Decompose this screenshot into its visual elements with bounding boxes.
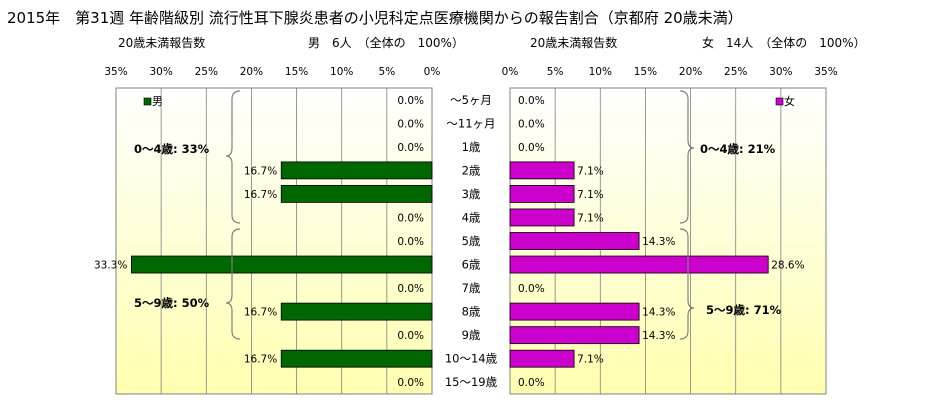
male-value-label: 0.0% — [397, 330, 424, 342]
male-value-label: 0.0% — [397, 118, 424, 130]
male-value-labels: 0.0% 0.0% 0.0% 16.7% 16.7% 0.0% 0.0% 33.3% 0.0% 1… — [94, 95, 424, 389]
female-value-label: 7.1% — [577, 354, 604, 366]
male-group-label-5-9: 5～9歳: 50% — [134, 296, 210, 310]
female-legend-swatch — [775, 97, 784, 106]
left-header-summary: 男 6人 （全体の 100%） — [308, 35, 464, 50]
male-tick-label: 20% — [240, 66, 263, 78]
male-bar — [280, 161, 433, 180]
male-bars — [130, 161, 433, 368]
female-bar — [509, 208, 575, 227]
age-category-labels: ～5ヶ月 ～11ヶ月 1歳 2歳 3歳 4歳 5歳 6歳 7歳 8歳 9歳 10～14歳 15～19歳 — [445, 93, 498, 389]
female-bars — [509, 161, 769, 368]
male-bar — [280, 349, 433, 368]
male-tick-label: 25% — [195, 66, 218, 78]
male-value-label: 0.0% — [397, 283, 424, 295]
male-plot-area — [115, 87, 433, 395]
female-bar — [509, 255, 769, 274]
female-group-label-0-4: 0～4歳: 21% — [700, 142, 776, 156]
female-value-label: 7.1% — [577, 212, 604, 224]
male-tick-label: 5% — [379, 66, 396, 78]
male-value-label: 0.0% — [397, 95, 424, 107]
category-label: 4歳 — [462, 210, 481, 224]
female-group-label-5-9: 5～9歳: 71% — [706, 303, 782, 317]
female-tick-label: 25% — [724, 66, 747, 78]
male-group-braces — [225, 90, 241, 340]
male-legend-label: 男 — [152, 95, 163, 108]
category-label: 1歳 — [462, 140, 481, 154]
male-axis-ticks: 35% 30% 25% 20% 15% 10% 5% 0% — [104, 66, 440, 78]
female-tick-label: 5% — [547, 66, 564, 78]
category-label: 2歳 — [462, 163, 481, 177]
female-bar — [509, 349, 575, 368]
female-value-label: 14.3% — [642, 330, 675, 342]
male-tick-label: 15% — [285, 66, 308, 78]
male-tick-label: 0% — [424, 66, 441, 78]
female-bar — [509, 326, 640, 345]
category-label: 7歳 — [462, 281, 481, 295]
male-tick-label: 10% — [330, 66, 353, 78]
male-tick-label: 30% — [149, 66, 172, 78]
category-label: 8歳 — [462, 305, 481, 319]
category-label: 10～14歳 — [445, 352, 498, 366]
male-value-label: 0.0% — [397, 212, 424, 224]
category-label: 15～19歳 — [445, 375, 498, 389]
female-bar — [509, 302, 640, 321]
male-value-label: 16.7% — [244, 165, 277, 177]
male-bar — [130, 255, 433, 274]
female-value-label: 28.6% — [771, 260, 804, 272]
female-tick-label: 30% — [769, 66, 792, 78]
male-legend-swatch — [143, 97, 152, 106]
female-tick-label: 0% — [502, 66, 519, 78]
male-value-label: 16.7% — [244, 189, 277, 201]
female-value-label: 0.0% — [518, 142, 545, 154]
female-value-labels: 0.0% 0.0% 0.0% 7.1% 7.1% 7.1% 14.3% 28.6% 0.0% 14… — [518, 95, 805, 389]
female-value-label: 0.0% — [518, 377, 545, 389]
female-tick-label: 35% — [814, 66, 837, 78]
female-tick-label: 20% — [679, 66, 702, 78]
female-tick-label: 10% — [589, 66, 612, 78]
female-legend-label: 女 — [784, 94, 795, 108]
female-group-braces — [679, 90, 695, 340]
right-header-label: 20歳未満報告数 — [530, 35, 617, 50]
male-value-label: 0.0% — [397, 142, 424, 154]
male-group-label-0-4: 0～4歳: 33% — [134, 142, 210, 156]
male-bar — [280, 185, 433, 203]
male-value-label: 16.7% — [244, 354, 277, 366]
chart-title: 2015年 第31週 年齢階級別 流行性耳下腺炎患者の小児科定点医療機関からの報… — [7, 9, 743, 27]
female-value-label: 0.0% — [518, 118, 545, 130]
category-label: 6歳 — [462, 258, 481, 272]
right-header-summary: 女 14人 （全体の 100%） — [702, 35, 866, 50]
category-label: ～11ヶ月 — [446, 116, 495, 130]
category-label: 5歳 — [462, 234, 481, 248]
female-value-label: 0.0% — [518, 283, 545, 295]
female-brace-0-4 — [679, 90, 695, 224]
category-label: 9歳 — [462, 328, 481, 342]
category-label: 3歳 — [462, 187, 481, 201]
male-brace-0-4 — [225, 90, 241, 224]
female-value-label: 14.3% — [642, 236, 675, 248]
male-tick-label: 35% — [104, 66, 127, 78]
female-bar — [509, 161, 575, 180]
female-bar — [509, 232, 640, 250]
male-brace-5-9 — [225, 228, 241, 340]
female-value-label: 7.1% — [577, 165, 604, 177]
female-brace-5-9 — [679, 228, 695, 340]
female-axis-ticks: 0% 5% 10% 15% 20% 25% 30% 35% — [502, 66, 838, 78]
female-tick-label: 15% — [634, 66, 657, 78]
male-value-label: 0.0% — [397, 377, 424, 389]
male-value-label: 0.0% — [397, 236, 424, 248]
female-value-label: 0.0% — [518, 95, 545, 107]
male-value-label: 33.3% — [94, 260, 127, 272]
female-value-label: 14.3% — [642, 307, 675, 319]
female-value-label: 7.1% — [577, 189, 604, 201]
male-value-label: 16.7% — [244, 307, 277, 319]
male-gridlines — [160, 88, 388, 394]
male-bar — [280, 302, 433, 321]
category-label: ～5ヶ月 — [450, 93, 492, 107]
left-header-label: 20歳未満報告数 — [118, 35, 205, 50]
female-bar — [509, 185, 575, 203]
